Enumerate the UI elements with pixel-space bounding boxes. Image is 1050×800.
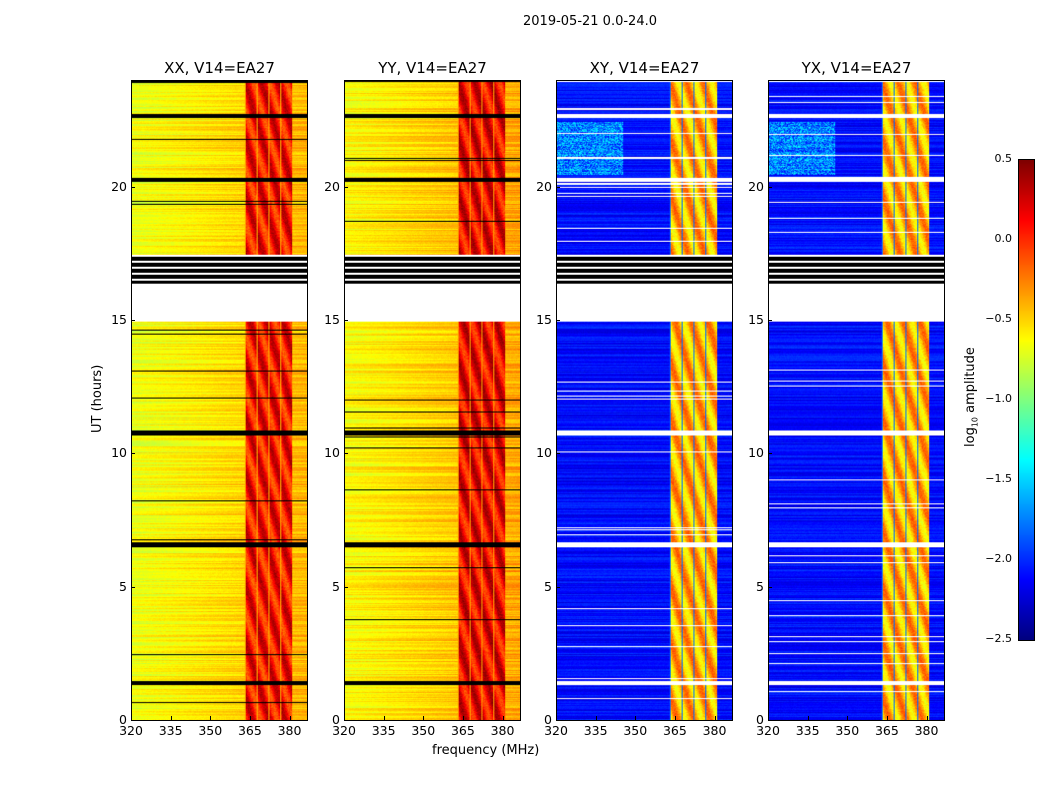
x-tick-mark — [250, 716, 251, 720]
y-tick-mark — [344, 720, 348, 721]
heatmap-panel-xx — [131, 80, 308, 721]
y-tick-mark — [768, 320, 772, 321]
colorbar-tick-label: −2.5 — [970, 632, 1012, 645]
y-tick-mark — [768, 720, 772, 721]
y-tick-mark — [344, 453, 348, 454]
colorbar-tick-label: −2.0 — [970, 552, 1012, 565]
y-tick-mark — [556, 720, 560, 721]
x-tick-mark — [210, 716, 211, 720]
x-tick-mark — [847, 716, 848, 720]
x-tick-mark — [887, 716, 888, 720]
heatmap-xy — [557, 81, 732, 720]
y-tick-label: 0 — [522, 712, 552, 727]
x-tick-mark — [503, 716, 504, 720]
y-tick-label: 15 — [97, 312, 127, 327]
panel-title-yx: YX, V14=EA27 — [737, 59, 977, 77]
heatmap-panel-yy — [344, 80, 521, 721]
x-tick-mark — [675, 716, 676, 720]
heatmap-panel-yx — [768, 80, 945, 721]
y-tick-label: 20 — [734, 179, 764, 194]
colorbar-tick-label: 0.0 — [970, 232, 1012, 245]
y-tick-label: 0 — [734, 712, 764, 727]
y-tick-label: 15 — [734, 312, 764, 327]
heatmap-yy — [345, 81, 520, 720]
y-tick-label: 0 — [310, 712, 340, 727]
y-axis-label: UT (hours) — [90, 365, 105, 433]
y-tick-label: 5 — [97, 579, 127, 594]
x-tick-mark — [463, 716, 464, 720]
y-tick-mark — [768, 453, 772, 454]
y-tick-label: 5 — [522, 579, 552, 594]
x-tick-label: 365 — [230, 723, 270, 738]
x-tick-label: 380 — [907, 723, 947, 738]
x-tick-label: 335 — [364, 723, 404, 738]
y-tick-mark — [344, 320, 348, 321]
x-tick-mark — [290, 716, 291, 720]
x-tick-label: 380 — [695, 723, 735, 738]
y-tick-mark — [556, 320, 560, 321]
colorbar — [1018, 159, 1035, 641]
x-tick-mark — [808, 716, 809, 720]
y-tick-label: 10 — [734, 445, 764, 460]
heatmap-yx — [769, 81, 944, 720]
x-tick-mark — [715, 716, 716, 720]
y-tick-mark — [131, 187, 135, 188]
y-tick-label: 10 — [522, 445, 552, 460]
colorbar-label: log10 amplitude — [963, 347, 980, 447]
x-tick-mark — [423, 716, 424, 720]
x-tick-label: 350 — [615, 723, 655, 738]
y-tick-label: 15 — [310, 312, 340, 327]
x-tick-label: 380 — [270, 723, 310, 738]
x-tick-label: 335 — [788, 723, 828, 738]
panel-title-yy: YY, V14=EA27 — [313, 59, 553, 77]
heatmap-xx — [132, 81, 307, 720]
y-tick-label: 0 — [97, 712, 127, 727]
y-tick-mark — [556, 187, 560, 188]
x-tick-mark — [384, 716, 385, 720]
x-axis-label: frequency (MHz) — [432, 743, 539, 758]
y-tick-mark — [768, 187, 772, 188]
y-tick-label: 20 — [310, 179, 340, 194]
y-tick-mark — [344, 187, 348, 188]
x-tick-label: 335 — [151, 723, 191, 738]
y-tick-label: 10 — [97, 445, 127, 460]
colorbar-tick-label: 0.5 — [970, 152, 1012, 165]
y-tick-mark — [131, 453, 135, 454]
x-tick-label: 365 — [867, 723, 907, 738]
y-tick-label: 5 — [734, 579, 764, 594]
figure: 2019-05-21 0.0-24.0 XX, V14=EA27 320 335 35… — [0, 0, 1050, 800]
panel-title-xy: XY, V14=EA27 — [525, 59, 765, 77]
x-tick-mark — [635, 716, 636, 720]
x-tick-mark — [927, 716, 928, 720]
y-tick-mark — [768, 587, 772, 588]
panel-title-xx: XX, V14=EA27 — [100, 59, 340, 77]
x-tick-label: 335 — [576, 723, 616, 738]
colorbar-gradient — [1019, 160, 1034, 640]
y-tick-label: 5 — [310, 579, 340, 594]
y-tick-label: 20 — [522, 179, 552, 194]
y-tick-mark — [556, 587, 560, 588]
y-tick-mark — [131, 720, 135, 721]
y-tick-mark — [131, 320, 135, 321]
figure-title: 2019-05-21 0.0-24.0 — [0, 14, 1050, 29]
y-tick-mark — [131, 587, 135, 588]
colorbar-tick-label: −1.5 — [970, 472, 1012, 485]
x-tick-label: 365 — [655, 723, 695, 738]
colorbar-tick-label: −0.5 — [970, 312, 1012, 325]
x-tick-mark — [596, 716, 597, 720]
x-tick-label: 380 — [483, 723, 523, 738]
y-tick-label: 15 — [522, 312, 552, 327]
y-tick-label: 10 — [310, 445, 340, 460]
y-tick-mark — [556, 453, 560, 454]
x-tick-mark — [171, 716, 172, 720]
y-tick-mark — [344, 587, 348, 588]
x-tick-label: 350 — [190, 723, 230, 738]
x-tick-label: 350 — [403, 723, 443, 738]
heatmap-panel-xy — [556, 80, 733, 721]
x-tick-label: 350 — [827, 723, 867, 738]
x-tick-label: 365 — [443, 723, 483, 738]
y-tick-label: 20 — [97, 179, 127, 194]
